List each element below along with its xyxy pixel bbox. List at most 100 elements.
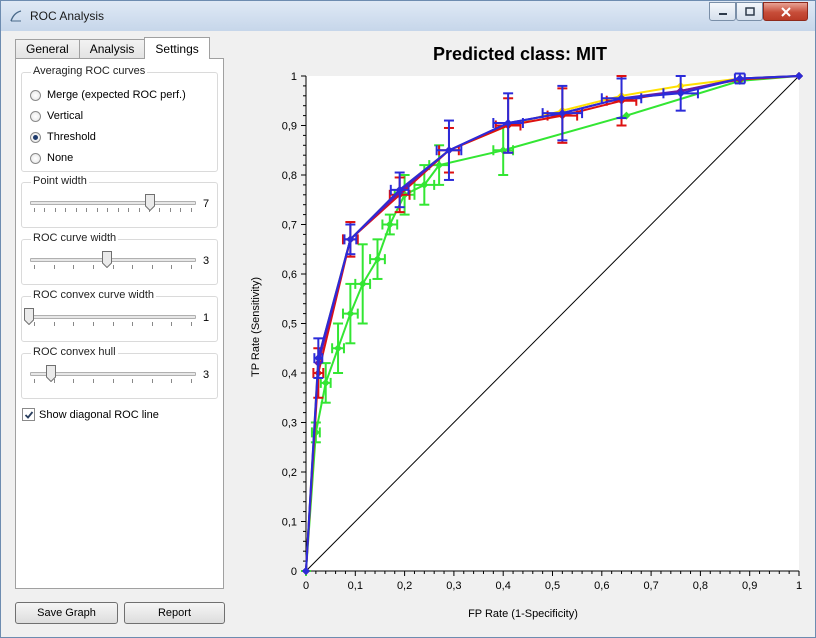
data-point (321, 378, 330, 387)
y-tick-label: 1 (291, 71, 297, 83)
convex-curve-width-slider[interactable] (30, 315, 196, 319)
tab-general[interactable]: General (15, 39, 80, 59)
data-point (558, 109, 567, 118)
convex-curve-width-title: ROC convex curve width (31, 289, 157, 301)
x-tick-label: 0,4 (496, 580, 511, 592)
radio-label: Vertical (47, 110, 84, 122)
data-point (795, 72, 803, 80)
minimize-button[interactable] (709, 2, 736, 21)
y-tick-label: 0,8 (282, 170, 297, 182)
maximize-icon (744, 7, 755, 16)
x-tick-label: 0,3 (446, 580, 461, 592)
title-bar[interactable]: ROC Analysis (1, 1, 815, 31)
x-tick-label: 0,2 (397, 580, 412, 592)
maximize-button[interactable] (736, 2, 763, 21)
close-icon (780, 6, 791, 17)
radio-label: None (47, 152, 74, 164)
y-tick-label: 0,1 (282, 517, 297, 529)
convex-curve-width-group: ROC convex curve width 1 (21, 289, 218, 342)
point-width-slider[interactable] (30, 201, 196, 205)
radio-label: Threshold (47, 131, 96, 143)
x-tick-label: 0,7 (643, 580, 658, 592)
x-tick-label: 0,9 (742, 580, 757, 592)
radio-threshold[interactable]: Threshold (30, 131, 96, 143)
roc-curve-width-value: 3 (203, 255, 210, 267)
radio-button[interactable] (30, 110, 41, 122)
radio-none[interactable]: None (30, 152, 73, 164)
data-point (735, 74, 744, 83)
x-tick-label: 0,5 (545, 580, 560, 592)
roc-chart-svg: Predicted class: MIT FP Rate (1-Specific… (250, 44, 803, 620)
roc-curve-width-title: ROC curve width (31, 232, 119, 244)
window-controls (709, 2, 808, 22)
plot-area (301, 72, 803, 576)
data-point (302, 567, 310, 575)
roc-graph[interactable]: Predicted class: MIT FP Rate (1-Specific… (233, 37, 808, 627)
report-button[interactable]: Report (124, 602, 225, 624)
y-tick-label: 0,5 (282, 319, 297, 331)
y-tick-label: 0 (291, 566, 297, 578)
slider-ticks (34, 379, 192, 383)
slider-thumb-icon[interactable] (145, 194, 155, 211)
x-tick-label: 1 (796, 580, 802, 592)
data-point (444, 146, 453, 155)
convex-hull-title: ROC convex hull (31, 346, 118, 358)
data-point (420, 180, 429, 189)
save-graph-button[interactable]: Save Graph (15, 602, 118, 624)
point-width-value: 7 (203, 198, 210, 210)
x-tick-label: 0 (303, 580, 309, 592)
slider-thumb-icon[interactable] (46, 365, 56, 382)
data-point (314, 354, 323, 363)
x-tick-label: 0,1 (348, 580, 363, 592)
data-point (358, 279, 367, 288)
data-point (346, 309, 355, 318)
convex-hull-value: 3 (203, 369, 210, 381)
show-diagonal-checkbox[interactable] (22, 408, 35, 421)
slider-thumb-icon[interactable] (24, 308, 34, 325)
roc-curve-width-group: ROC curve width 3 (21, 232, 218, 285)
convex-curve-width-value: 1 (203, 312, 210, 324)
data-point (334, 344, 343, 353)
chart-title: Predicted class: MIT (433, 44, 607, 64)
radio-vertical[interactable]: Vertical (30, 110, 83, 122)
radio-merge[interactable]: Merge (expected ROC perf.) (30, 89, 186, 101)
x-tick-label: 0,8 (693, 580, 708, 592)
data-point (385, 220, 394, 229)
client-area: General Analysis Settings Averaging ROC … (8, 31, 808, 632)
data-point (676, 89, 685, 98)
minimize-icon (718, 12, 727, 15)
data-point (504, 119, 513, 128)
axes: 0 0,1 0,2 0,3 0,4 0,5 0,6 0,7 0,8 0,9 1 0 0,1 0,2 0,3 0… (282, 71, 802, 592)
y-tick-label: 0,7 (282, 220, 297, 232)
y-tick-label: 0,9 (282, 121, 297, 133)
show-diagonal-checkbox-row[interactable]: Show diagonal ROC line (22, 408, 159, 421)
y-tick-label: 0,3 (282, 418, 297, 430)
y-tick-label: 0,4 (282, 368, 297, 380)
radio-button[interactable] (30, 131, 41, 143)
slider-thumb-icon[interactable] (102, 251, 112, 268)
tab-analysis[interactable]: Analysis (78, 39, 146, 59)
averaging-group-title: Averaging ROC curves (31, 65, 148, 77)
data-point (346, 235, 355, 244)
slider-ticks (34, 265, 192, 269)
tab-settings[interactable]: Settings (144, 37, 210, 59)
y-axis-label: TP Rate (Sensitivity) (250, 277, 262, 377)
tab-bar: General Analysis Settings (15, 37, 210, 59)
point-width-title: Point width (31, 175, 89, 187)
convex-hull-group: ROC convex hull 3 (21, 346, 218, 399)
radio-button[interactable] (30, 89, 41, 101)
app-icon (10, 10, 22, 22)
data-point (617, 94, 626, 103)
roc-curve-width-slider[interactable] (30, 258, 196, 262)
y-tick-label: 0,2 (282, 467, 297, 479)
close-button[interactable] (763, 2, 808, 21)
radio-button[interactable] (30, 152, 41, 164)
point-width-group: Point width 7 (21, 175, 218, 228)
settings-panel: Averaging ROC curves Merge (expected ROC… (15, 58, 224, 589)
slider-ticks (34, 322, 192, 326)
data-point (311, 428, 320, 437)
data-point (373, 255, 382, 264)
averaging-group: Averaging ROC curves Merge (expected ROC… (21, 65, 218, 172)
convex-hull-slider[interactable] (30, 372, 196, 376)
